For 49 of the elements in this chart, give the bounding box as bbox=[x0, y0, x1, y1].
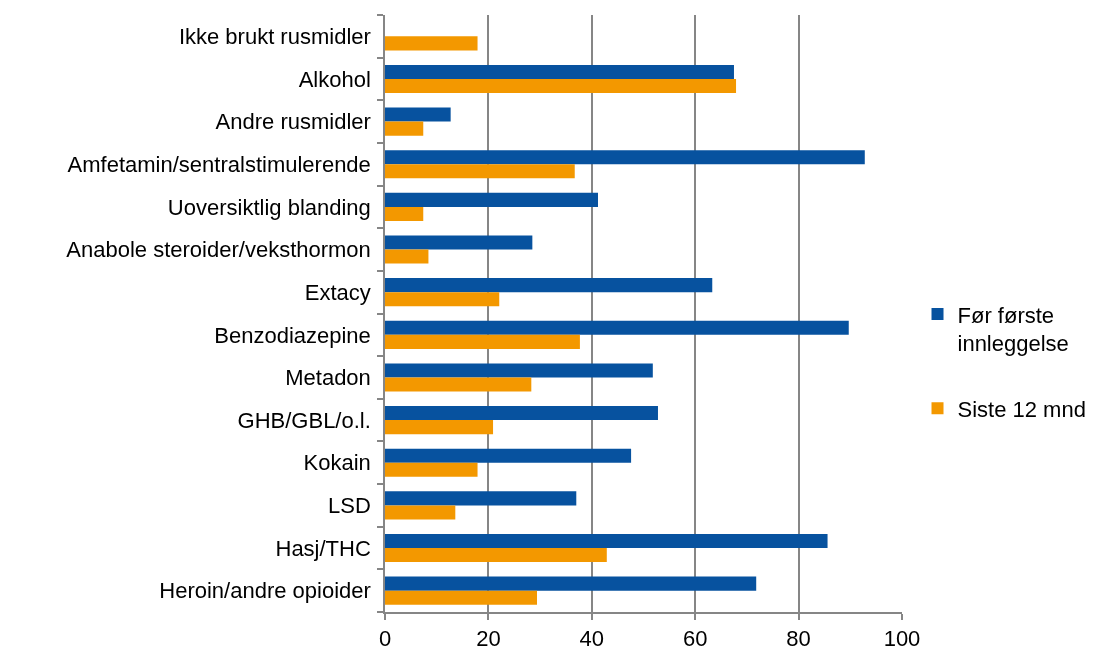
bar bbox=[385, 462, 478, 477]
bar bbox=[385, 576, 757, 591]
bar bbox=[385, 448, 632, 463]
x-tick-label: 40 bbox=[579, 626, 605, 652]
y-tick-label: Alkohol bbox=[298, 66, 371, 92]
bar bbox=[385, 334, 580, 349]
y-tick-label: LSD bbox=[328, 493, 371, 519]
y-tick-label: GHB/GBL/o.l. bbox=[237, 407, 371, 433]
bar bbox=[385, 150, 865, 165]
y-tick-label: Heroin/andre opioider bbox=[159, 578, 371, 604]
bar bbox=[385, 206, 424, 221]
bar bbox=[385, 377, 532, 392]
bar bbox=[385, 278, 713, 293]
bar bbox=[385, 320, 849, 335]
bar bbox=[385, 107, 451, 122]
bar bbox=[385, 363, 653, 378]
y-tick-label: Benzodiazepine bbox=[214, 322, 371, 348]
bar bbox=[385, 249, 429, 264]
bar bbox=[385, 533, 828, 549]
x-tick-label: 100 bbox=[883, 626, 921, 652]
y-tick-label: Extacy bbox=[304, 279, 371, 305]
bar bbox=[385, 292, 500, 307]
x-tick-label: 0 bbox=[378, 626, 392, 652]
y-tick-label: Amfetamin/sentralstimulerende bbox=[67, 151, 371, 177]
y-tick-label: Metadon bbox=[285, 365, 371, 391]
y-tick-label: Andre rusmidler bbox=[215, 109, 371, 135]
bar bbox=[385, 192, 598, 207]
bar bbox=[385, 548, 607, 563]
bar bbox=[385, 406, 658, 421]
x-tick-label: 80 bbox=[786, 626, 811, 652]
legend-label: Før første innleggelse bbox=[957, 302, 1069, 357]
bar bbox=[385, 491, 577, 506]
y-tick-label: Kokain bbox=[303, 450, 371, 476]
bar bbox=[385, 64, 734, 79]
bar bbox=[385, 121, 424, 136]
x-tick-label: 20 bbox=[476, 626, 501, 652]
y-tick-label: Uoversiktlig blanding bbox=[167, 194, 371, 220]
bar bbox=[385, 505, 456, 520]
bar bbox=[385, 590, 537, 605]
bar bbox=[385, 164, 575, 179]
y-tick-label: Hasj/THC bbox=[275, 535, 371, 561]
bar bbox=[385, 235, 533, 250]
bar bbox=[385, 36, 478, 51]
y-tick-label: Ikke brukt rusmidler bbox=[178, 24, 371, 50]
y-tick-label: Anabole steroider/veksthormon bbox=[66, 237, 371, 263]
bar bbox=[385, 78, 737, 94]
x-tick-label: 60 bbox=[682, 626, 708, 652]
legend-label: Siste 12 mnd bbox=[957, 396, 1086, 422]
bar bbox=[385, 420, 494, 435]
